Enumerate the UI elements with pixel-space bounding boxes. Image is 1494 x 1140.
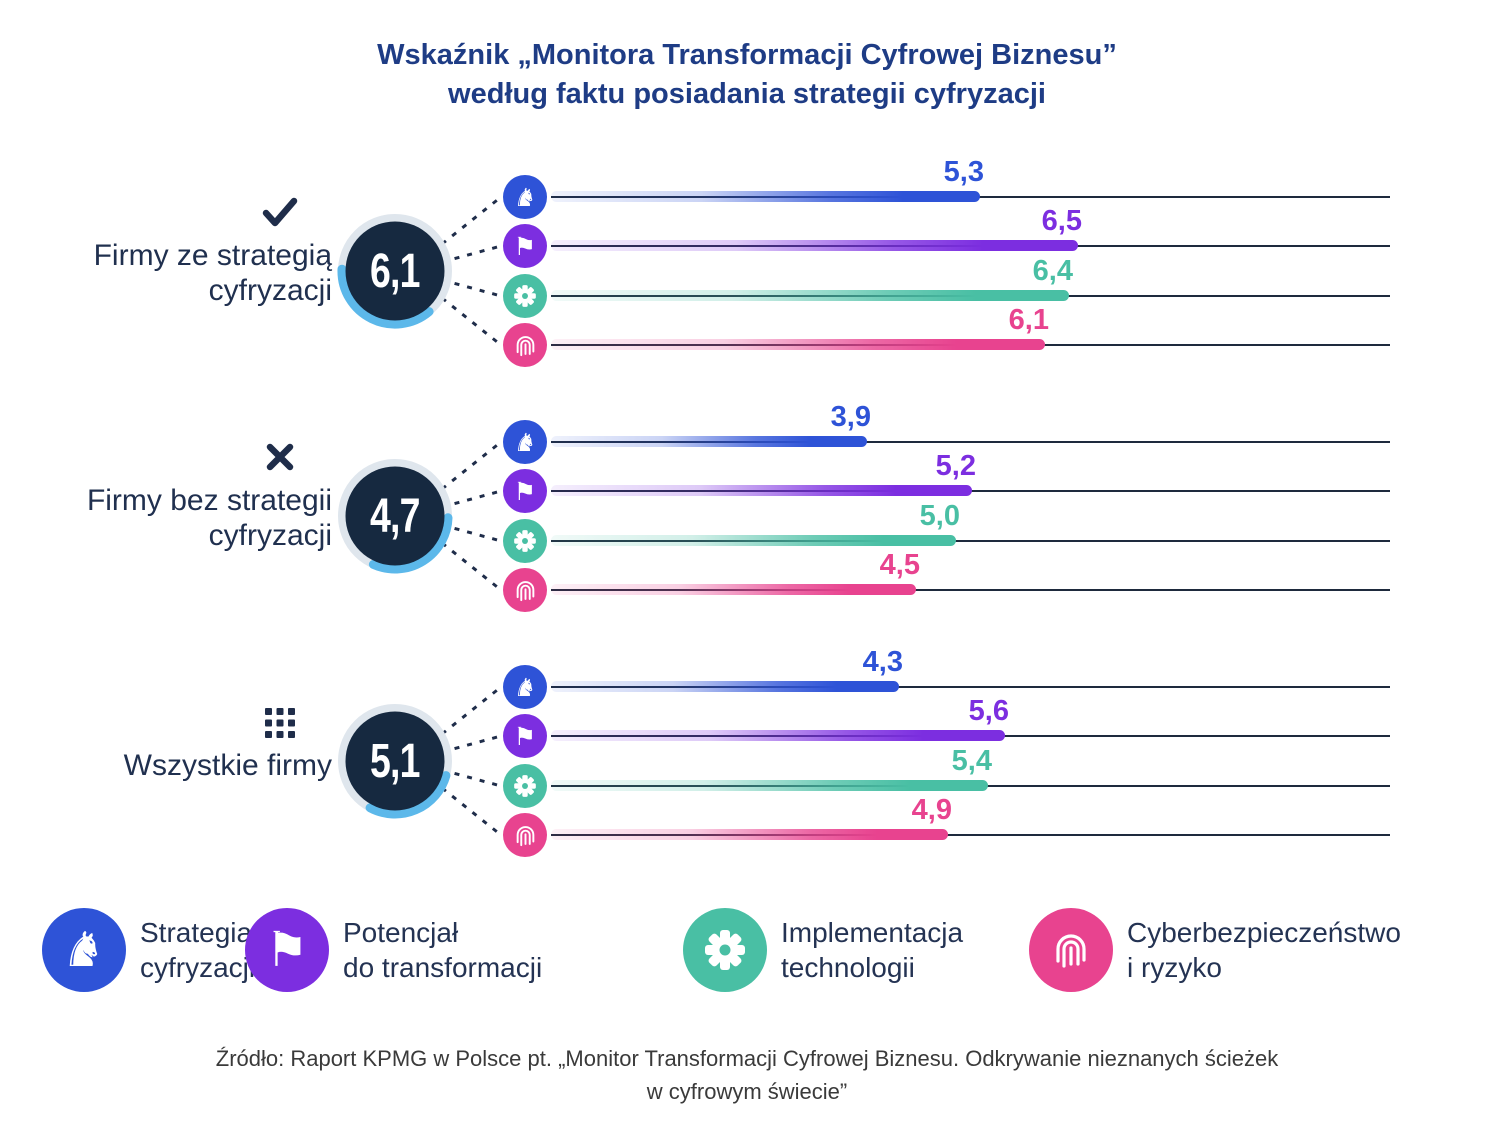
group-label: Firmy ze strategią cyfryzacji <box>94 238 332 308</box>
group-marker <box>258 442 302 472</box>
metric-bar <box>551 681 899 692</box>
legend-label-line2: cyfryzacji <box>140 952 256 983</box>
overall-score-ring: 6,1 <box>335 211 455 331</box>
metric-value: 4,9 <box>911 794 952 826</box>
fingerprint-icon <box>503 813 547 857</box>
metric-track <box>551 540 1390 542</box>
legend-label: Strategia cyfryzacji <box>140 915 255 985</box>
metric-track <box>551 686 1390 688</box>
connector-dashes <box>441 685 502 837</box>
group-marker <box>258 197 302 227</box>
group-label: Wszystkie firmy <box>124 748 332 783</box>
grid-icon <box>265 708 295 738</box>
metric-value: 4,5 <box>879 549 920 581</box>
flag-icon: ⚑ <box>503 714 547 758</box>
legend-label: Implementacja technologii <box>781 915 963 985</box>
knight-icon: ♞ <box>42 908 126 992</box>
legend-label-line2: do transformacji <box>343 952 543 983</box>
fingerprint-icon <box>1029 908 1113 992</box>
source-line2: w cyfrowym świecie” <box>646 1079 848 1104</box>
overall-score-value: 6,1 <box>370 244 420 298</box>
metric-value: 4,3 <box>862 646 903 678</box>
overall-score-ring: 4,7 <box>335 456 455 576</box>
metric-bar <box>551 780 988 791</box>
metric-bar <box>551 191 980 202</box>
cross-icon <box>266 443 294 471</box>
check-icon <box>262 197 298 227</box>
metric-value: 5,2 <box>935 450 976 482</box>
group-label-line: Wszystkie firmy <box>123 748 332 782</box>
group-label-line: Firmy bez strategii <box>86 484 332 517</box>
metric-value: 3,9 <box>830 401 871 433</box>
metric-bar <box>551 290 1069 301</box>
group-label: Firmy bez strategii cyfryzacji <box>87 483 332 553</box>
knight-icon: ♞ <box>503 175 547 219</box>
group-marker <box>258 707 302 739</box>
metric-bar <box>551 535 956 546</box>
connector-dashes <box>441 440 502 592</box>
legend-label-line1: Potencjał <box>343 917 459 948</box>
knight-icon: ♞ <box>503 420 547 464</box>
fingerprint-icon <box>503 323 547 367</box>
legend: ♞ Strategia cyfryzacji ⚑ Potencjał do tr… <box>0 907 1494 997</box>
group-with-strategy: Firmy ze strategią cyfryzacji 6,1 ♞ 5,3 ⚑ 6,5 6… <box>0 146 1494 396</box>
gear-icon <box>503 274 547 318</box>
legend-label: Cyberbezpieczeństwo i ryzyko <box>1127 915 1401 985</box>
flag-icon: ⚑ <box>503 224 547 268</box>
group-label-line: cyfryzacji <box>208 519 332 552</box>
legend-label-line1: Strategia <box>140 917 253 948</box>
metric-bar <box>551 339 1045 350</box>
group-label-line: Firmy ze strategią <box>93 239 332 272</box>
overall-score-value: 5,1 <box>370 734 420 788</box>
legend-label-line1: Cyberbezpieczeństwo <box>1127 917 1401 948</box>
metric-bar <box>551 485 972 496</box>
metric-value: 5,3 <box>943 156 984 188</box>
source-note: Źródło: Raport KPMG w Polsce pt. „Monito… <box>0 1042 1494 1108</box>
legend-item-strategia-cyfryzacji: ♞ Strategia cyfryzacji <box>42 907 255 993</box>
flag-icon: ⚑ <box>245 908 329 992</box>
gear-icon <box>503 764 547 808</box>
metric-track <box>551 589 1390 591</box>
chart-title: Wskaźnik „Monitora Transformacji Cyfrowe… <box>0 36 1494 114</box>
fingerprint-icon <box>503 568 547 612</box>
metric-value: 6,1 <box>1008 304 1049 336</box>
connector-dashes <box>441 195 502 347</box>
legend-item-potencjal-do-transformacji: ⚑ Potencjał do transformacji <box>245 907 542 993</box>
chart-title-line1: Wskaźnik „Monitora Transformacji Cyfrowe… <box>377 39 1117 71</box>
legend-label-line2: i ryzyko <box>1127 952 1222 983</box>
overall-score-ring: 5,1 <box>335 701 455 821</box>
group-all-companies: Wszystkie firmy 5,1 ♞ 4,3 ⚑ 5,6 5,4 4,9 <box>0 636 1494 886</box>
metric-bar <box>551 436 867 447</box>
source-line1: Źródło: Raport KPMG w Polsce pt. „Monito… <box>215 1046 1279 1071</box>
overall-score-value: 4,7 <box>370 489 420 543</box>
group-label-line: cyfryzacji <box>208 274 332 307</box>
gear-icon <box>503 519 547 563</box>
flag-icon: ⚑ <box>503 469 547 513</box>
gear-icon <box>683 908 767 992</box>
metric-bar <box>551 584 916 595</box>
legend-item-cyberbezpieczenstwo-i-ryzyko: Cyberbezpieczeństwo i ryzyko <box>1029 907 1401 993</box>
group-without-strategy: Firmy bez strategii cyfryzacji 4,7 ♞ 3,9 ⚑ 5,2… <box>0 391 1494 641</box>
metric-bar <box>551 829 948 840</box>
metric-track <box>551 441 1390 443</box>
metric-bar <box>551 240 1078 251</box>
metric-value: 6,5 <box>1041 205 1082 237</box>
legend-label-line1: Implementacja <box>781 917 964 948</box>
legend-item-implementacja-technologii: Implementacja technologii <box>683 907 963 993</box>
metric-value: 6,4 <box>1032 255 1073 287</box>
metric-bar <box>551 730 1005 741</box>
chart-title-line2: według faktu posiadania strategii cyfryz… <box>448 78 1046 110</box>
legend-label-line2: technologii <box>781 952 915 983</box>
metric-value: 5,6 <box>968 695 1009 727</box>
legend-label: Potencjał do transformacji <box>343 915 542 985</box>
metric-value: 5,4 <box>951 745 992 777</box>
metric-value: 5,0 <box>919 500 960 532</box>
metric-track <box>551 834 1390 836</box>
knight-icon: ♞ <box>503 665 547 709</box>
